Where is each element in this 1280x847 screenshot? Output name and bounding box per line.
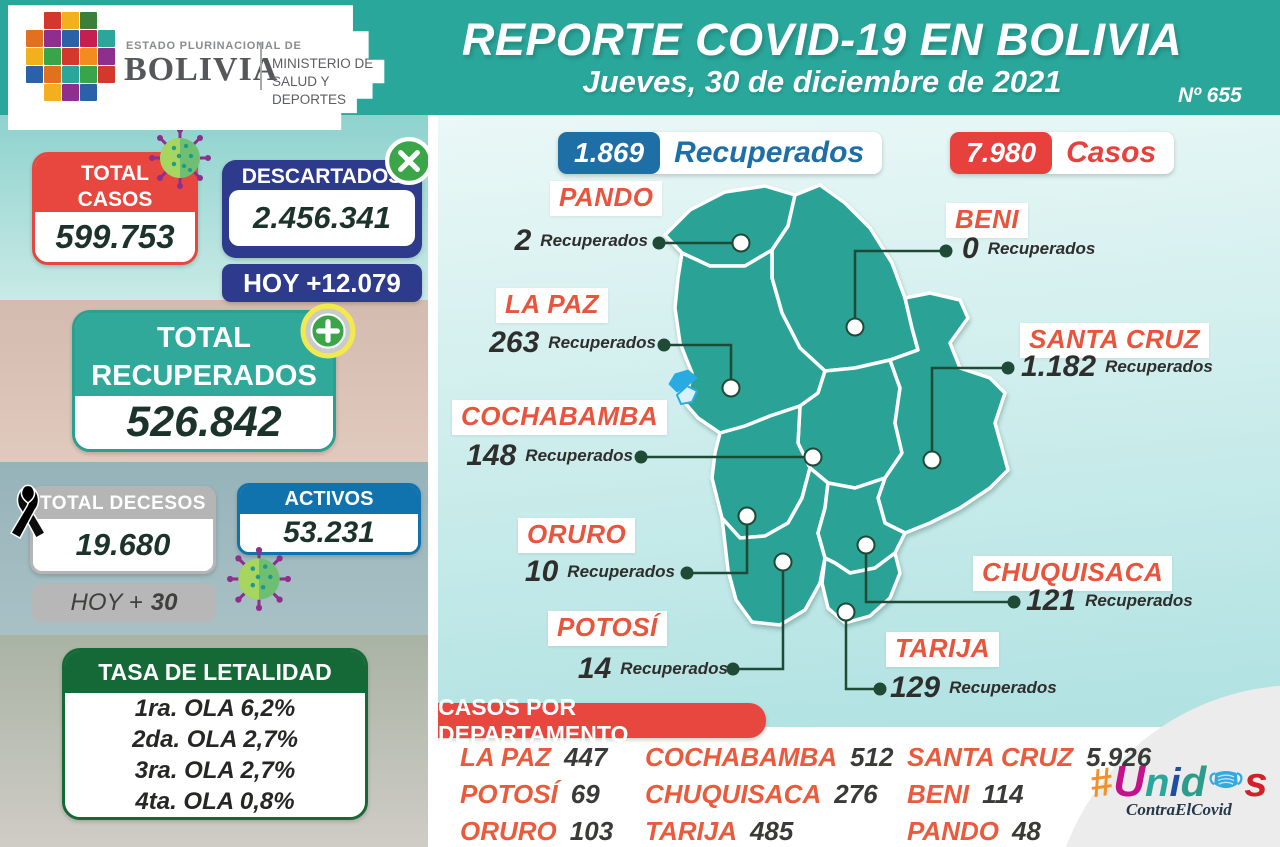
logo-bolivia-text: BOLIVIA	[124, 51, 279, 88]
casos-total-label: Casos	[1066, 136, 1157, 169]
activos-value: 53.231	[240, 514, 418, 552]
table-cell: BENI 114	[907, 779, 1024, 809]
recuperados-total-value: 1.869	[558, 132, 661, 174]
vertical-divider	[428, 115, 438, 847]
total-casos-label: TOTAL CASOS	[35, 155, 195, 212]
mask-icon	[1209, 771, 1243, 789]
plus-circle-icon	[300, 303, 356, 359]
value-oruro: 10 Recuperados	[524, 555, 675, 588]
map-markers	[721, 233, 942, 622]
total-casos-card: TOTAL CASOS 599.753	[32, 152, 198, 265]
value-tarija: 129 Recuperados	[890, 671, 1057, 704]
total-recuperados-card: TOTAL RECUPERADOS 526.842	[72, 310, 336, 452]
recuperados-total-badge: 1.869 Recuperados	[558, 132, 883, 174]
casos-total-badge: 7.980 Casos	[950, 132, 1175, 174]
lake-titicaca	[668, 369, 699, 406]
page-subtitle: Jueves, 30 de diciembre de 2021	[582, 64, 1062, 99]
value-chuquisaca: 121 Recuperados	[1026, 584, 1193, 617]
total-recuperados-value: 526.842	[75, 396, 333, 449]
value-santa-cruz: 1.182 Recuperados	[1021, 350, 1213, 383]
activos-card: ACTIVOS 53.231	[237, 483, 421, 555]
label-beni: BENI	[946, 203, 1029, 238]
casos-por-departamento-badge: CASOS POR DEPARTAMENTO	[438, 694, 766, 747]
report-number: Nº 655	[1178, 84, 1242, 107]
value-pando: 2 Recuperados	[514, 224, 648, 257]
value-cochabamba: 148 Recuperados	[466, 439, 633, 472]
letalidad-rows: 1ra. OLA 6,2% 2da. OLA 2,7% 3ra. OLA 2,7…	[65, 693, 365, 817]
callout-dots	[634, 236, 1021, 696]
cases-by-department-table: LA PAZ 447 COCHABAMBA 512 SANTA CRUZ 5.926 …	[460, 739, 1270, 847]
logo-ministerio-text: MINISTERIO DE SALUD Y DEPORTES	[272, 56, 374, 108]
activos-label: ACTIVOS	[240, 486, 418, 514]
letalidad-row: 3ra. OLA 2,7%	[134, 757, 296, 784]
descartados-value: 2.456.341	[229, 190, 415, 246]
x-circle-icon	[385, 137, 433, 185]
label-la-paz: LA PAZ	[496, 288, 608, 323]
label-cochabamba: COCHABAMBA	[452, 400, 668, 435]
logo-estado-text: ESTADO PLURINACIONAL DE	[126, 40, 302, 52]
table-cell: LA PAZ 447	[460, 742, 608, 772]
letalidad-row: 2da. OLA 2,7%	[132, 726, 298, 753]
label-tarija: TARIJA	[886, 632, 999, 667]
table-cell: TARIJA 485	[645, 816, 794, 846]
unidos-contra-el-covid-logo: #Unid s ContraElCovid	[1087, 757, 1280, 820]
total-decesos-value: 19.680	[33, 519, 213, 571]
bolivia-emblem-icon	[26, 12, 120, 106]
table-cell: CHUQUISACA 276	[645, 779, 878, 809]
table-cell: SANTA CRUZ 5.926	[907, 742, 1152, 772]
virus-icon	[227, 547, 291, 611]
total-decesos-card: TOTAL DECESOS 19.680	[30, 486, 216, 574]
total-recuperados-label: TOTAL RECUPERADOS	[75, 313, 333, 396]
value-la-paz: 263 Recuperados	[489, 326, 656, 359]
page-title: REPORTE COVID-19 EN BOLIVIA	[461, 14, 1183, 65]
virus-icon	[149, 127, 211, 189]
logo-divider	[260, 42, 262, 90]
unidos-tagline: ContraElCovid	[1126, 800, 1232, 819]
total-casos-value: 599.753	[35, 212, 195, 262]
table-cell: ORURO 103	[460, 816, 614, 846]
label-santa-cruz: SANTA CRUZ	[1020, 323, 1210, 358]
label-pando: PANDO	[550, 181, 663, 216]
value-beni: 0 Recuperados	[962, 232, 1096, 265]
table-cell: POTOSÍ 69	[460, 779, 600, 809]
descartados-label: DESCARTADOS	[241, 165, 403, 188]
bolivia-map	[634, 183, 1021, 696]
label-chuquisaca: CHUQUISACA	[973, 556, 1173, 591]
table-cell: PANDO 48	[907, 816, 1041, 846]
letalidad-row: 4ta. OLA 0,8%	[135, 788, 295, 815]
mourning-ribbon-icon	[9, 484, 47, 540]
descartados-card: DESCARTADOS 2.456.341	[222, 160, 422, 258]
total-decesos-label: TOTAL DECESOS	[33, 489, 213, 519]
map-panel: 1.869 Recuperados 7.980 Casos PANDO BENI…	[438, 115, 1280, 847]
casos-total-value: 7.980	[950, 132, 1053, 174]
unidos-wordmark: #Unid s	[1087, 757, 1268, 807]
letalidad-row: 1ra. OLA 6,2%	[134, 695, 296, 722]
callout-lines	[641, 241, 1014, 691]
table-cell: COCHABAMBA 512	[645, 742, 894, 772]
value-potosi: 14 Recuperados	[577, 652, 728, 685]
letalidad-title: TASA DE LETALIDAD	[65, 651, 365, 693]
recuperados-total-label: Recuperados	[674, 136, 865, 169]
letalidad-card: TASA DE LETALIDAD 1ra. OLA 6,2% 2da. OLA…	[62, 648, 368, 820]
ministry-logo-box: ESTADO PLURINACIONAL DE BOLIVIA MINISTER…	[8, 5, 385, 130]
label-oruro: ORURO	[518, 518, 636, 553]
decesos-hoy-badge: HOY + 30	[32, 584, 216, 622]
label-potosi: POTOSÍ	[548, 611, 667, 646]
descartados-hoy-badge: HOY +12.079	[222, 264, 422, 302]
